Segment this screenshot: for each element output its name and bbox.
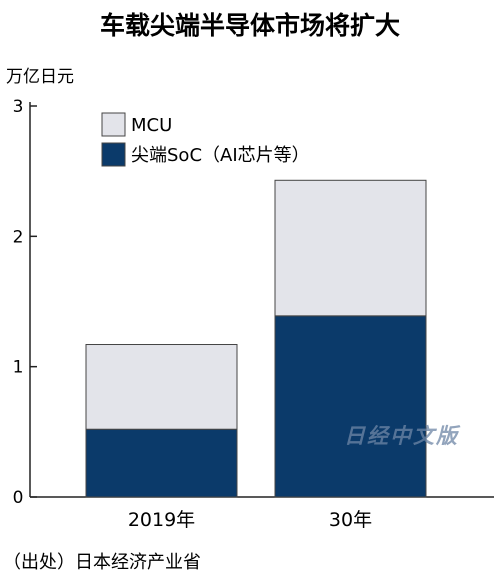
bars <box>85 179 427 498</box>
watermark: 日经中文版 <box>344 424 461 448</box>
x-tick-labels: 2019年 30年 <box>128 509 372 531</box>
bar-mcu-1 <box>274 179 427 317</box>
chart-title: 车载尖端半导体市场将扩大 <box>100 11 400 40</box>
legend-label-soc: 尖端SoC（AI芯片等） <box>131 145 310 166</box>
legend-swatch-mcu <box>101 112 126 137</box>
legend-swatch-soc <box>101 142 126 167</box>
legend-label-mcu: MCU <box>131 115 172 136</box>
y-ticks: 0 1 2 3 <box>13 97 37 508</box>
unit-label: 万亿日元 <box>6 67 74 87</box>
bar-soc-0 <box>85 428 238 498</box>
x-tick-label: 30年 <box>329 509 372 531</box>
bar-mcu-0 <box>85 344 238 430</box>
y-tick-label: 1 <box>13 358 24 378</box>
bar-soc-1 <box>274 315 427 498</box>
y-tick-label: 3 <box>13 97 24 117</box>
legend: MCU 尖端SoC（AI芯片等） <box>101 112 310 167</box>
source-note: （出处）日本经济产业省 <box>3 552 201 573</box>
x-tick-label: 2019年 <box>128 509 195 531</box>
y-tick-label: 0 <box>13 488 24 508</box>
y-tick-label: 2 <box>13 227 24 247</box>
